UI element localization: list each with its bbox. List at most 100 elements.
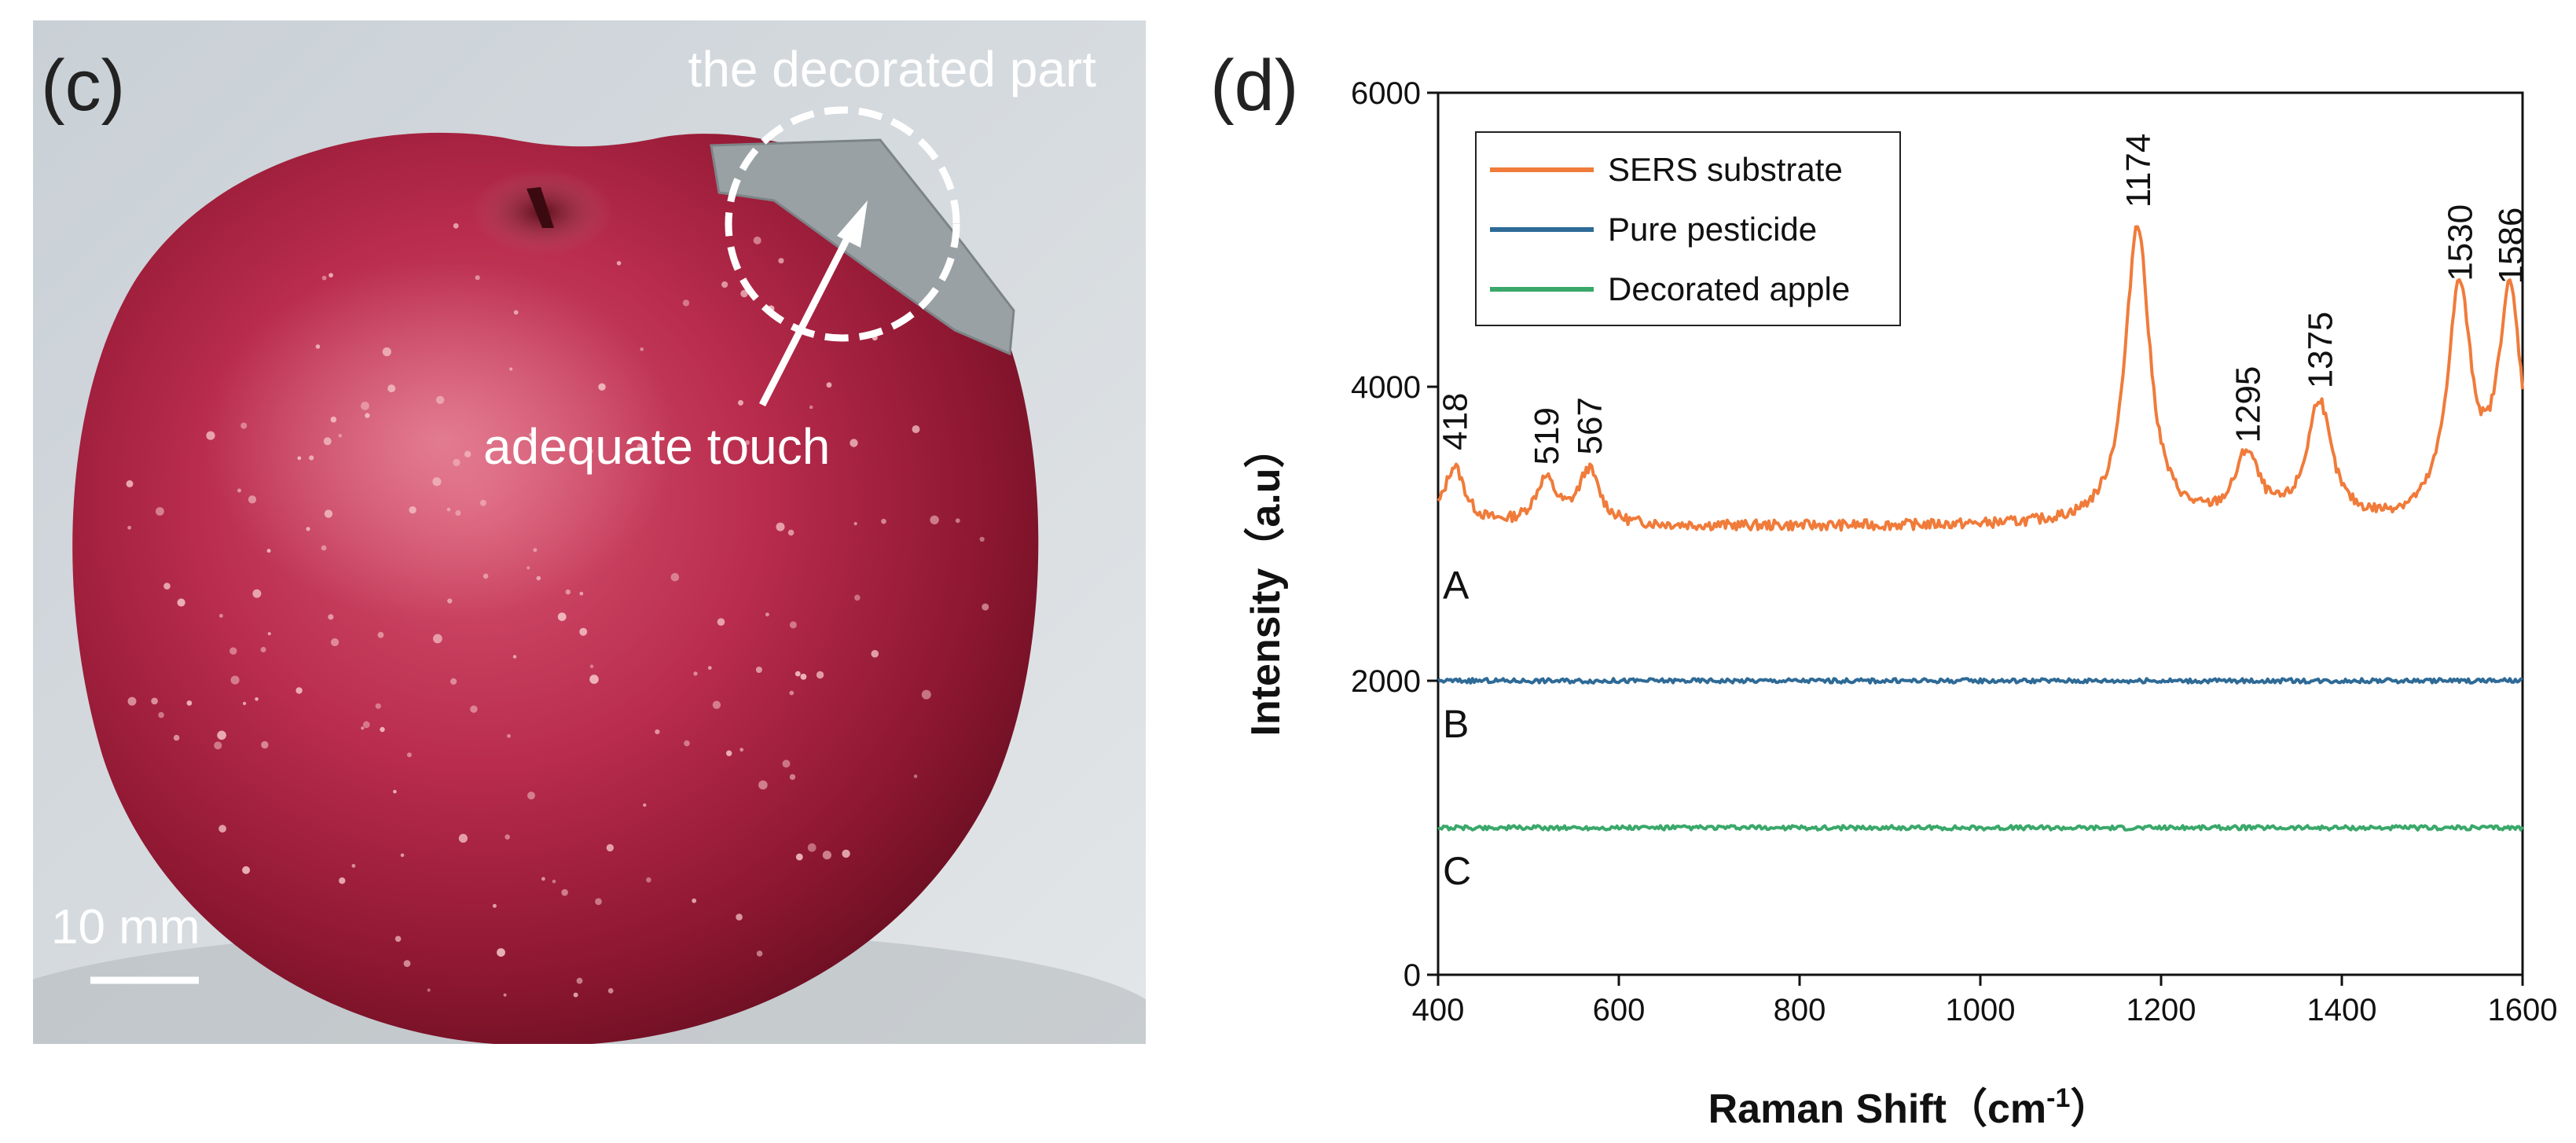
y-tick-label: 0 (1404, 958, 1421, 993)
apple-speckle (295, 687, 303, 694)
apple-speckle (573, 992, 578, 998)
apple-speckle (557, 612, 567, 621)
apple-speckle (684, 740, 690, 747)
apple-speckle (606, 843, 614, 852)
apple-speckle (409, 506, 416, 514)
apple-speckle (450, 678, 457, 685)
panel-c-label: (c) (41, 46, 125, 126)
apple-speckle (361, 726, 365, 730)
apple-speckle (330, 416, 337, 423)
apple-speckle (339, 877, 346, 884)
apple-speckle (794, 671, 801, 677)
peak-label: 1586 (2492, 208, 2530, 285)
apple-speckle (243, 701, 247, 706)
series-line-sers-substrate (1437, 225, 2524, 532)
panel-d-label: (d) (1210, 46, 1298, 126)
peak-label: 567 (1571, 397, 1609, 454)
apple-speckle (255, 697, 259, 701)
apple-speckle (739, 748, 744, 752)
series-layer: A B C (1437, 225, 2524, 893)
adequate-touch-annotation: adequate touch (483, 418, 830, 475)
apple-speckle (782, 759, 791, 768)
apple-speckle (513, 310, 519, 315)
apple-speckle (778, 258, 784, 264)
legend-entry: Pure pesticide (1608, 211, 1817, 248)
apple-speckle (955, 518, 960, 524)
apple-speckle (527, 792, 535, 799)
apple-speckle (177, 598, 185, 607)
apple-speckle (483, 573, 489, 579)
legend: SERS substrate Pure pesticide Decorated ap… (1475, 131, 1901, 326)
apple-speckle (218, 825, 226, 833)
x-tick-label: 400 (1412, 993, 1465, 1027)
apple-speckle (375, 703, 381, 709)
apple-speckle (607, 988, 614, 994)
apple-speckle (745, 440, 750, 445)
apple-speckle (912, 425, 920, 433)
apple-speckle (589, 664, 594, 668)
apple-speckle (822, 851, 831, 860)
apple-speckle (740, 289, 748, 298)
apple-speckle (127, 696, 137, 706)
raman-chart-panel: (d) A B C 418 519 567 1174 1295 1375 1530 1586 40… (1210, 46, 2557, 1132)
apple-photo-panel: (c) the decorated part adequate touch 10… (33, 20, 1146, 1044)
series-line-pure-pesticide (1437, 677, 2523, 685)
apple-speckle (394, 935, 402, 943)
apple-speckle (670, 572, 680, 582)
apple-speckle (432, 477, 442, 487)
apple-speckle (561, 889, 568, 896)
decorated-part-annotation: the decorated part (688, 41, 1097, 97)
peak-label: 1174 (2119, 134, 2158, 208)
apple-speckle (173, 734, 180, 741)
apple-speckle (351, 864, 356, 868)
apple-speckle (640, 347, 644, 351)
apple-speckle (380, 726, 385, 733)
apple-speckle (267, 632, 271, 636)
apple-speckle (979, 536, 985, 542)
apple-speckle (842, 849, 850, 858)
peak-label: 519 (1528, 407, 1566, 465)
y-tick-label: 2000 (1351, 664, 1421, 699)
apple-speckle (756, 950, 763, 957)
apple-speckle (717, 618, 725, 626)
apple-speckle (579, 591, 584, 596)
curve-label: C (1443, 849, 1471, 893)
apple-speckle (458, 833, 468, 843)
apple-speckle (693, 671, 698, 676)
apple-highlight (204, 259, 676, 621)
legend-entry: SERS substrate (1608, 151, 1843, 188)
apple-speckle (930, 515, 939, 525)
x-tick-label: 1400 (2307, 993, 2377, 1027)
apple-speckle (789, 621, 797, 629)
apple-speckle (503, 993, 507, 997)
apple-speckle (871, 649, 879, 658)
x-tick-label: 800 (1774, 993, 1826, 1027)
apple-speckle (738, 399, 743, 406)
peak-label: 418 (1437, 392, 1475, 450)
apple-speckle (595, 898, 602, 906)
axes: 400 600 800 1000 1200 1400 1600 0 2000 4000 6000 (1351, 76, 2557, 1027)
x-tick-label: 1200 (2126, 993, 2196, 1027)
apple-speckle (707, 666, 712, 670)
apple-speckle (552, 880, 556, 884)
apple-speckle (126, 480, 134, 487)
apple-speckle (643, 803, 647, 807)
apple-speckle (753, 236, 761, 244)
apple-speckle (497, 948, 505, 957)
apple-speckle (509, 367, 513, 371)
adequate-touch-arrow-shaft (758, 218, 861, 407)
x-axis-title-close: ） (2070, 1086, 2111, 1132)
peak-label: 1530 (2442, 204, 2480, 281)
apple-speckle (809, 405, 813, 410)
apple-speckle (787, 529, 794, 536)
curve-label: A (1443, 564, 1470, 608)
apple-speckle (400, 853, 405, 858)
apple-speckle (849, 439, 858, 447)
apple-speckle (507, 733, 511, 738)
apple-speckle (324, 509, 333, 518)
scale-bar-label: 10 mm (51, 900, 200, 954)
apple-speckle (736, 913, 743, 921)
apple-speckle (565, 589, 571, 595)
apple-speckle (328, 273, 333, 277)
